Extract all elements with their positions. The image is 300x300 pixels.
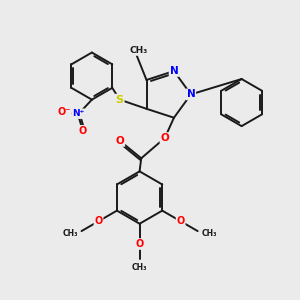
Text: O: O	[79, 126, 87, 136]
Text: N: N	[169, 66, 178, 76]
Text: O: O	[136, 239, 144, 249]
Text: CH₃: CH₃	[201, 229, 217, 238]
Text: O: O	[94, 216, 103, 226]
Text: O⁻: O⁻	[57, 107, 71, 117]
Text: N: N	[187, 89, 195, 99]
Text: N⁺: N⁺	[72, 109, 84, 118]
Text: CH₃: CH₃	[62, 229, 78, 238]
Text: O: O	[116, 136, 124, 146]
Text: O: O	[176, 216, 185, 226]
Text: S: S	[116, 94, 124, 105]
Text: CH₃: CH₃	[129, 46, 148, 55]
Text: O: O	[160, 133, 169, 143]
Text: CH₃: CH₃	[132, 263, 147, 272]
